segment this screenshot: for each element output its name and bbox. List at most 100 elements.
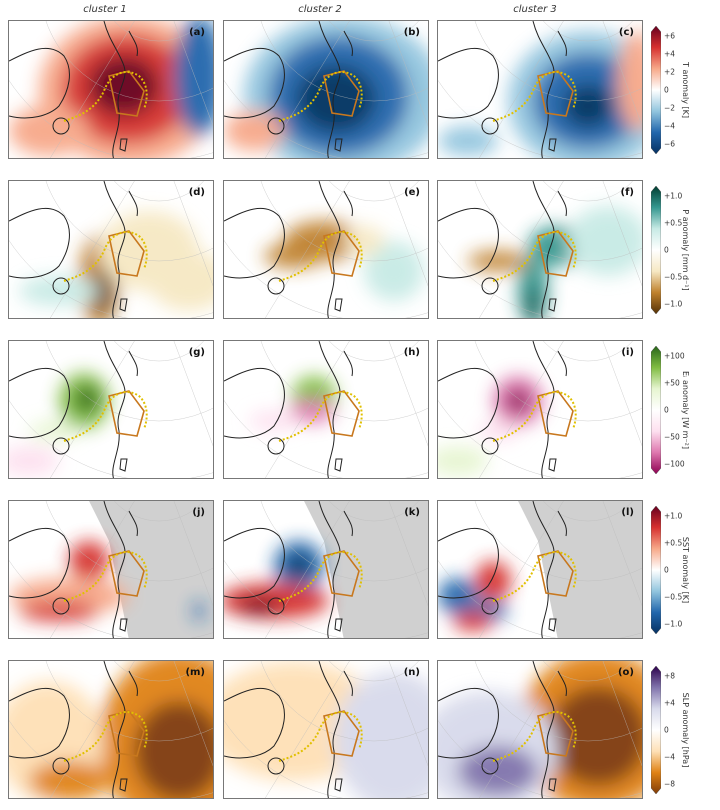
- study-region-outline: [323, 390, 360, 437]
- anomaly-patch: [548, 686, 642, 786]
- colorbar-tick-label: −0.5: [664, 272, 683, 282]
- map-panel-a: (a): [8, 20, 214, 159]
- anomaly-map: [224, 661, 428, 798]
- map-panel-n: (n): [223, 660, 429, 799]
- anomaly-patch: [563, 84, 613, 128]
- sea-ice-edge: [63, 551, 148, 602]
- study-region-outline: [537, 230, 574, 277]
- anomaly-patch: [438, 446, 488, 476]
- colorbar-tick-label: 0: [664, 725, 669, 735]
- sea-ice-edge: [278, 71, 363, 122]
- map-panel-d: (d): [8, 180, 214, 319]
- panel-label: (k): [404, 507, 420, 518]
- colorbar-tick-label: +8: [664, 671, 676, 681]
- anomaly-map: [438, 21, 642, 158]
- panel-label: (m): [185, 667, 205, 678]
- map-panel-o: (o): [437, 660, 643, 799]
- sea-ice-edge: [278, 551, 363, 602]
- sea-ice-edge: [278, 391, 363, 442]
- coastline: [9, 181, 138, 318]
- map-panel-g: (g): [8, 340, 214, 479]
- anomaly-patch: [249, 411, 299, 431]
- map-panel-k: (k): [223, 500, 429, 639]
- colorbar-tick-label: −6: [664, 139, 676, 149]
- panel-label: (d): [188, 187, 205, 198]
- anomaly-map: [9, 501, 213, 638]
- colorbar-title: P anomaly [mm d⁻¹]: [681, 209, 690, 291]
- anomaly-patch: [287, 554, 311, 578]
- anomaly-patch: [438, 578, 478, 614]
- panel-label: (h): [403, 347, 420, 358]
- anomaly-patch: [359, 711, 428, 791]
- column-title-cluster-3: cluster 3: [513, 4, 557, 15]
- anomaly-patch: [475, 561, 511, 601]
- anomaly-patch: [458, 746, 538, 796]
- study-region-outline: [323, 70, 360, 117]
- map-panel-m: (m): [8, 660, 214, 799]
- colorbar-tick-label: +100: [664, 351, 685, 361]
- map-panel-c: (c): [437, 20, 643, 159]
- anomaly-patch: [134, 701, 213, 798]
- map-panel-l: (l): [437, 500, 643, 639]
- colorbar-tick-label: −4: [664, 121, 676, 131]
- anomaly-patch: [19, 276, 99, 306]
- sea-ice-edge: [63, 231, 148, 282]
- anomaly-patch: [149, 251, 213, 311]
- colorbar-title: SLP anomaly [hPa]: [681, 692, 690, 768]
- anomaly-patch: [69, 541, 109, 581]
- colorbar-title: SST anomaly [K]: [681, 536, 690, 604]
- colorbar-tick-label: 0: [664, 405, 669, 415]
- sea-ice-edge: [492, 71, 577, 122]
- anomaly-patch: [506, 388, 530, 414]
- colorbar-tick-label: 0: [664, 565, 669, 575]
- study-region-outline: [537, 390, 574, 437]
- colorbar-tick-label: −4: [664, 752, 676, 762]
- colorbar-tick-label: −8: [664, 779, 676, 789]
- map-panel-j: (j): [8, 500, 214, 639]
- panel-label: (b): [403, 27, 420, 38]
- study-region-outline: [323, 550, 360, 597]
- colorbar-sst: [651, 506, 661, 634]
- coastline: [438, 661, 567, 798]
- study-region-outline: [108, 390, 145, 437]
- anomaly-patch: [239, 598, 279, 614]
- anomaly-patch: [194, 601, 204, 621]
- coastline: [438, 341, 567, 478]
- anomaly-map: [438, 181, 642, 318]
- anomaly-patch: [568, 206, 642, 276]
- colorbar-title: T anomaly [K]: [681, 62, 690, 118]
- colorbar-tick-label: +0.5: [664, 538, 683, 548]
- anomaly-patch: [468, 251, 528, 271]
- colorbar-tick-label: +6: [664, 31, 676, 41]
- map-panel-b: (b): [223, 20, 429, 159]
- study-region-outline: [537, 550, 574, 597]
- colorbar-tick-label: +1.0: [664, 511, 683, 521]
- anomaly-map: [9, 181, 213, 318]
- coastline: [224, 21, 353, 158]
- colorbar-tick-label: +50: [664, 378, 680, 388]
- anomaly-map: [9, 661, 213, 798]
- coastline: [224, 181, 353, 318]
- colorbar-tick-label: 0: [664, 245, 669, 255]
- sea-ice-edge: [278, 711, 363, 762]
- colorbar-title: Eᵢ anomaly [W m⁻²]: [681, 370, 690, 450]
- anomaly-map: [438, 341, 642, 478]
- coastline: [9, 661, 138, 798]
- colorbar-tick-label: +0.5: [664, 218, 683, 228]
- map-panel-f: (f): [437, 180, 643, 319]
- sea-ice-edge: [492, 551, 577, 602]
- colorbar-tick-label: +4: [664, 49, 676, 59]
- study-region-outline: [108, 70, 145, 117]
- anomaly-patch: [96, 266, 112, 316]
- map-panel-i: (i): [437, 340, 643, 479]
- study-region-outline: [537, 70, 574, 117]
- panel-label: (l): [621, 507, 634, 518]
- anomaly-patch: [453, 611, 493, 631]
- sea-ice-edge: [63, 71, 148, 122]
- coastline: [9, 341, 138, 478]
- sea-ice-edge: [492, 711, 577, 762]
- sea-ice-edge: [278, 231, 363, 282]
- colorbar-t: [651, 26, 661, 154]
- coastline: [224, 661, 353, 798]
- colorbar-tick-label: −100: [664, 459, 685, 469]
